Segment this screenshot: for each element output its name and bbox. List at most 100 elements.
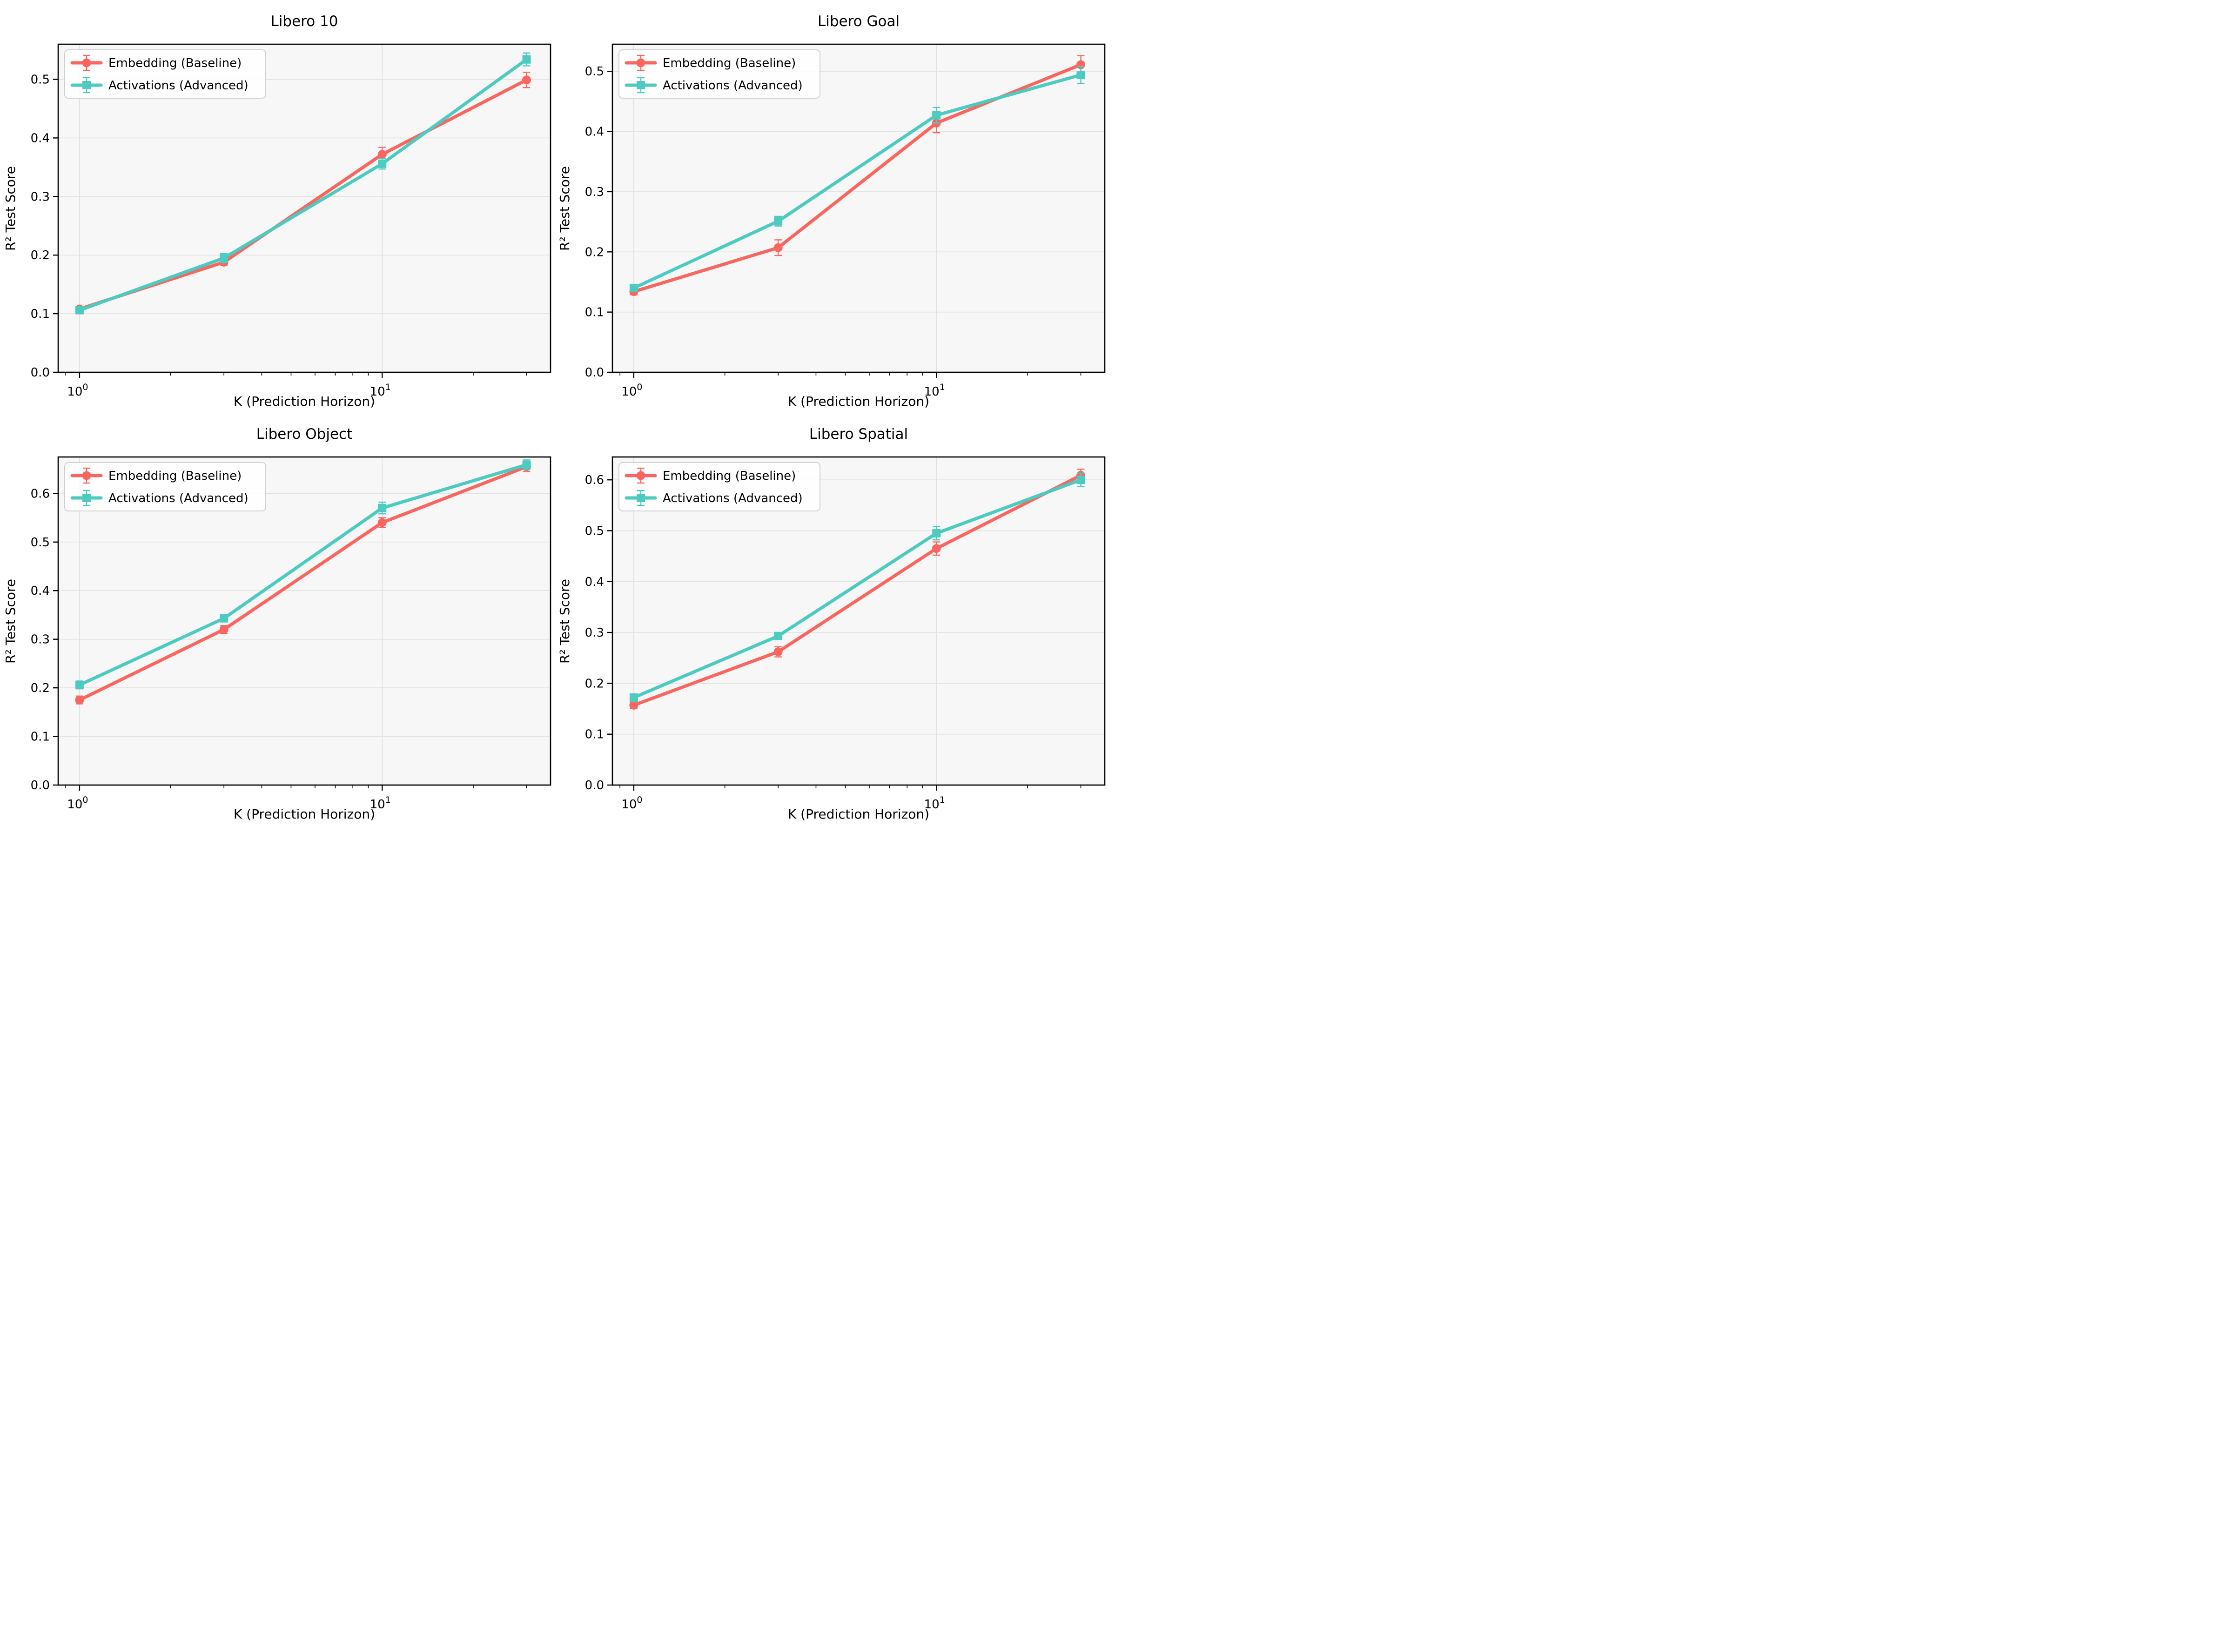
y-tick-label: 0.5 — [31, 73, 50, 87]
data-point-marker — [220, 614, 228, 623]
legend-item: Embedding (Baseline) — [70, 467, 242, 484]
legend-marker — [82, 58, 91, 67]
data-point-marker — [522, 55, 531, 64]
y-tick-label: 0.5 — [585, 524, 604, 538]
legend-box — [618, 462, 820, 511]
legend-label: Activations (Advanced) — [108, 79, 249, 93]
x-axis-label: K (Prediction Horizon) — [234, 806, 375, 822]
legend-label: Activations (Advanced) — [663, 79, 803, 93]
chart-title: Libero Goal — [818, 13, 900, 30]
y-tick-label: 0.4 — [31, 584, 50, 598]
legend-box — [64, 462, 266, 511]
legend: Embedding (Baseline) Activations (Advance… — [64, 462, 266, 511]
x-tick-label: 100 — [621, 382, 642, 399]
y-tick-label: 0.3 — [585, 185, 604, 199]
series-line — [78, 465, 529, 702]
chart-cell-libero-goal: 0.0 0.1 0.2 0.3 0.4 0.5 100 101 Embedding (Basel… — [554, 0, 1108, 413]
data-point-marker — [774, 217, 783, 226]
y-tick-label: 0.1 — [585, 728, 604, 742]
axes-frame — [57, 43, 551, 373]
data-point-marker — [932, 529, 941, 537]
x-tick-label: 100 — [67, 795, 88, 812]
data-point-marker — [774, 631, 783, 640]
legend-marker — [82, 81, 91, 89]
y-tick-label: 0.3 — [31, 190, 50, 204]
series-line — [632, 73, 1083, 290]
x-tick-label: 101 — [924, 795, 945, 812]
legend-label: Embedding (Baseline) — [108, 469, 242, 483]
figure-grid: 0.0 0.1 0.2 0.3 0.4 0.5 100 101 Embedding (Basel… — [0, 0, 1108, 826]
data-point-marker — [1076, 70, 1085, 79]
data-point-marker — [773, 243, 783, 252]
legend-item: Embedding (Baseline) — [70, 54, 242, 71]
legend-item: Activations (Advanced) — [70, 490, 249, 506]
y-axis-label: R² Test Score — [3, 166, 18, 251]
legend-label: Embedding (Baseline) — [663, 469, 796, 483]
legend: Embedding (Baseline) Activations (Advance… — [618, 462, 820, 511]
legend-label: Embedding (Baseline) — [108, 56, 242, 70]
x-tick-label: 100 — [67, 382, 88, 399]
series-line — [632, 473, 1083, 707]
legend-box — [618, 49, 820, 99]
axes-frame — [611, 43, 1106, 373]
x-axis-label: K (Prediction Horizon) — [234, 394, 375, 409]
data-point-marker — [629, 283, 638, 292]
data-point-marker — [522, 75, 531, 85]
y-tick-label: 0.2 — [31, 681, 50, 695]
x-tick-label: 100 — [621, 795, 642, 812]
chart-cell-libero-10: 0.0 0.1 0.2 0.3 0.4 0.5 100 101 Embedding (Basel… — [0, 0, 554, 413]
legend-marker — [82, 494, 91, 502]
legend-box — [64, 49, 266, 99]
y-tick-label: 0.1 — [31, 307, 50, 321]
legend-marker — [637, 494, 645, 502]
legend: Embedding (Baseline) Activations (Advance… — [64, 49, 266, 99]
chart-cell-libero-object: 0.0 0.1 0.2 0.3 0.4 0.5 0.6 100 101 Embedding (Ba… — [0, 413, 554, 826]
legend-item: Embedding (Baseline) — [625, 467, 796, 484]
data-point-marker — [220, 254, 228, 262]
y-tick-label: 0.5 — [31, 536, 50, 550]
y-tick-label: 0.4 — [585, 125, 604, 139]
legend-marker — [82, 471, 91, 480]
legend-label: Activations (Advanced) — [108, 491, 249, 505]
axes-background — [612, 457, 1105, 785]
y-tick-label: 0.3 — [585, 626, 604, 640]
data-point-marker — [75, 695, 84, 705]
y-tick-label: 0.1 — [31, 730, 50, 744]
axes-background — [58, 457, 551, 785]
data-point-marker — [378, 159, 387, 168]
chart-title: Libero Object — [256, 426, 352, 443]
data-point-marker — [377, 518, 387, 527]
legend-label: Embedding (Baseline) — [663, 56, 796, 70]
y-tick-label: 0.4 — [585, 575, 604, 589]
y-tick-label: 0.0 — [31, 779, 50, 792]
legend-item: Activations (Advanced) — [625, 490, 803, 506]
series-line — [78, 463, 529, 687]
data-point-marker — [522, 460, 531, 469]
legend-marker — [636, 58, 645, 67]
x-tick-label: 101 — [924, 382, 945, 399]
y-tick-label: 0.2 — [585, 245, 604, 259]
data-point-marker — [932, 544, 941, 553]
legend-item: Activations (Advanced) — [625, 77, 803, 94]
y-tick-label: 0.0 — [585, 779, 604, 792]
data-point-marker — [629, 700, 638, 710]
y-tick-label: 0.6 — [31, 487, 50, 501]
y-tick-label: 0.6 — [585, 473, 604, 487]
data-point-marker — [629, 693, 638, 702]
y-tick-label: 0.0 — [31, 366, 50, 380]
axes-frame — [57, 456, 551, 786]
data-point-marker — [773, 647, 783, 657]
series-line — [78, 58, 529, 312]
y-axis-label: R² Test Score — [557, 579, 572, 664]
chart-libero-goal: 0.0 0.1 0.2 0.3 0.4 0.5 100 101 Embedding (Basel… — [557, 13, 1106, 409]
chart-libero-spatial: 0.0 0.1 0.2 0.3 0.4 0.5 0.6 100 101 Embedding (Ba… — [557, 426, 1106, 822]
legend-item: Activations (Advanced) — [70, 77, 249, 94]
y-axis-label: R² Test Score — [3, 579, 18, 664]
axes-frame — [611, 456, 1106, 786]
